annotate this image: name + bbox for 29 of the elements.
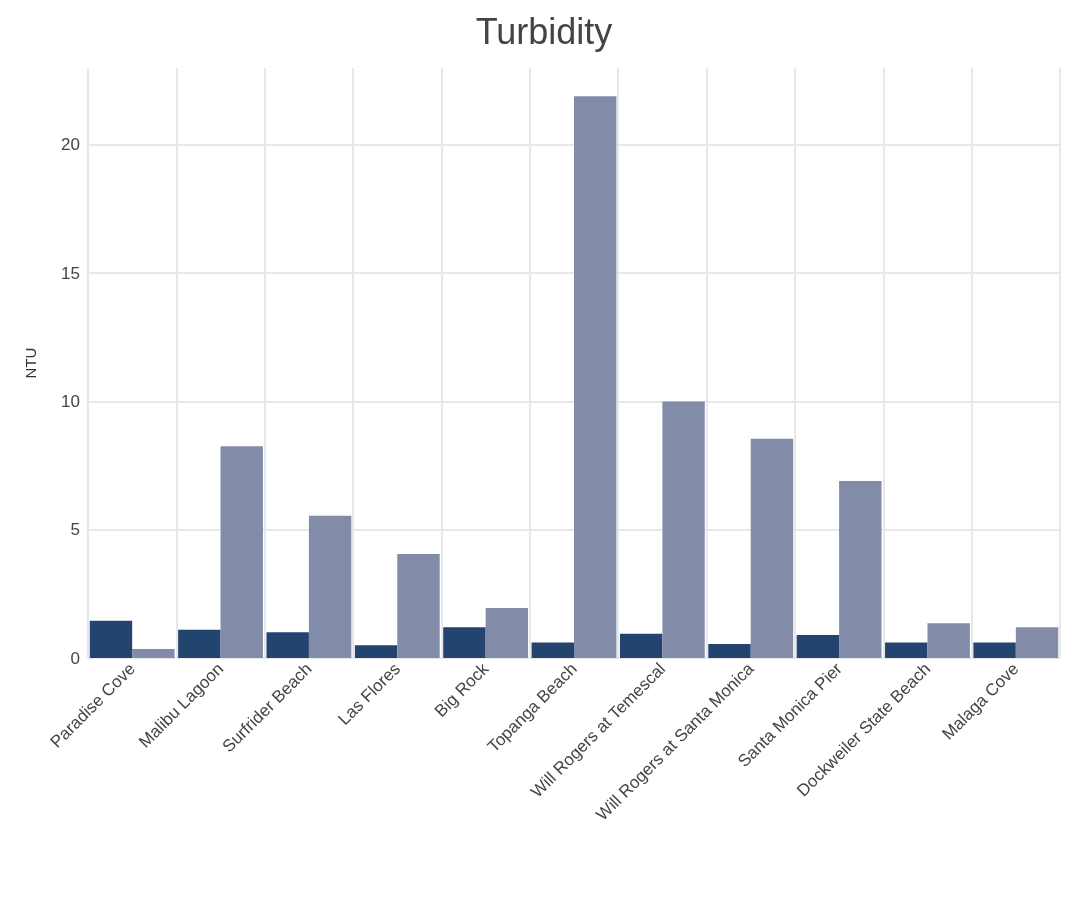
bar (485, 607, 529, 658)
y-tick-label: 0 (70, 648, 80, 668)
bar (619, 633, 663, 658)
y-axis-title: NTU (22, 347, 39, 379)
bar (443, 627, 486, 658)
bar (973, 642, 1016, 658)
y-tick-label: 20 (61, 135, 80, 155)
bar (885, 642, 928, 658)
bar (89, 620, 133, 658)
bar (839, 481, 882, 658)
y-tick-label: 10 (61, 391, 80, 411)
bar (531, 642, 574, 658)
bar (662, 401, 705, 658)
bar (354, 645, 398, 658)
bar (266, 632, 309, 658)
bar (750, 438, 794, 658)
bar (308, 515, 352, 658)
chart-title: Turbidity (475, 10, 613, 52)
bar (1015, 627, 1059, 658)
bar (220, 446, 263, 658)
y-tick-label: 15 (61, 263, 80, 283)
bar (132, 649, 175, 658)
bar (178, 629, 221, 658)
bar (397, 554, 440, 658)
bar (927, 623, 970, 658)
bar (796, 634, 840, 658)
y-tick-label: 5 (70, 520, 80, 540)
bar (574, 96, 617, 658)
bar (708, 643, 751, 658)
